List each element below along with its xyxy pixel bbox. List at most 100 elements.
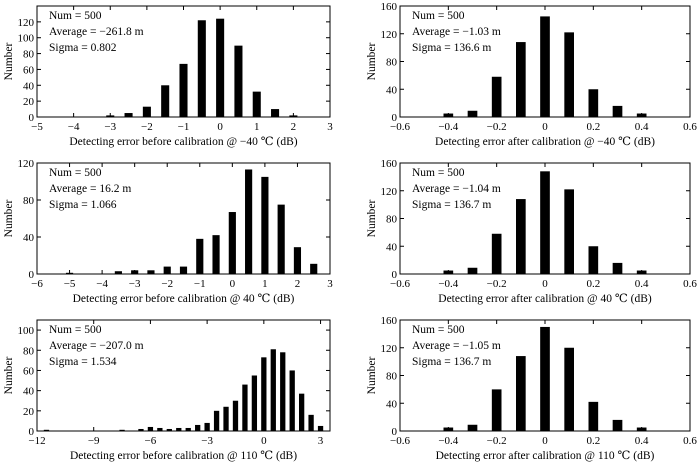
- y-tick-label: 80: [386, 371, 398, 383]
- histogram-bar: [176, 427, 182, 431]
- x-tick-label: 0.4: [635, 278, 649, 290]
- y-tick-label: 80: [23, 49, 35, 61]
- histogram-bar: [564, 32, 574, 117]
- stats-annotation-line: Average = −1.05 m: [412, 340, 501, 352]
- y-tick-label: 0: [29, 269, 35, 281]
- histogram-bar: [516, 199, 526, 274]
- x-tick-label: −6: [31, 278, 43, 290]
- x-tick-label: 0.2: [586, 278, 600, 290]
- stats-annotation-line: Num = 500: [49, 167, 102, 179]
- histogram-bar: [166, 428, 172, 431]
- y-tick-label: 120: [18, 17, 35, 29]
- x-tick-label: −0.6: [390, 278, 410, 290]
- stats-annotation-line: Average = −1.03 m: [412, 26, 501, 38]
- histogram-bar: [245, 169, 253, 274]
- y-tick-label: 80: [386, 214, 398, 226]
- x-axis-title: Detecting error after calibration @ −40 …: [435, 136, 655, 148]
- histogram-bar: [491, 233, 502, 274]
- y-tick-label: 0: [392, 112, 398, 124]
- histogram-bar: [491, 389, 502, 432]
- x-tick-label: 3: [318, 435, 324, 447]
- x-tick-label: 0: [230, 278, 236, 290]
- histogram-bar: [310, 263, 318, 274]
- y-tick-label: 0: [392, 269, 398, 281]
- histogram-bar: [467, 424, 478, 431]
- x-tick-label: 1: [254, 121, 260, 133]
- histogram-panel-before-110: −12 −9 −6 −3 0 3 0 20 40 60 80 100 Detecting error b…: [3, 319, 331, 462]
- histogram-bar: [213, 410, 220, 431]
- stats-annotation-line: Average = 16.2 m: [49, 183, 131, 195]
- x-tick-label: 0: [542, 121, 548, 133]
- x-tick-label: −0.4: [438, 121, 458, 133]
- x-tick-label: 0.2: [586, 435, 600, 447]
- histogram-bar: [612, 105, 623, 117]
- histogram-bar: [147, 270, 155, 274]
- histogram-panel-after-40: −0.6 −0.4 −0.2 0 0.2 0.4 0.6 0 40 80 120 160 Detecti…: [366, 158, 697, 305]
- histogram-bar: [228, 212, 236, 274]
- x-tick-label: 0.4: [635, 121, 649, 133]
- y-tick-label: 60: [23, 365, 35, 377]
- histogram-bar: [564, 347, 574, 431]
- stats-annotation-line: Average = −261.8 m: [49, 26, 144, 38]
- histogram-bar: [516, 356, 526, 431]
- stats-annotation-line: Sigma = 136.7 m: [412, 199, 491, 211]
- y-tick-label: 0: [392, 426, 398, 438]
- histogram-bar: [612, 262, 623, 274]
- y-tick-label: 120: [381, 343, 398, 355]
- stats-annotation-line: Sigma = 136.7 m: [412, 356, 491, 368]
- x-tick-label: 2: [295, 278, 301, 290]
- y-axis-title: Number: [3, 199, 15, 237]
- histogram-bar: [612, 419, 623, 431]
- y-tick-label: 60: [23, 64, 35, 76]
- histogram-bar: [179, 266, 188, 274]
- x-tick-label: −12: [28, 435, 45, 447]
- x-axis-title: Detecting error before calibration @ 40 …: [73, 293, 295, 305]
- histogram-bar: [161, 85, 170, 117]
- stats-annotation-line: Sigma = 1.066: [49, 199, 117, 211]
- x-tick-label: 0.2: [586, 121, 600, 133]
- y-tick-label: 20: [23, 406, 35, 418]
- histogram-bar: [185, 427, 191, 431]
- x-tick-label: −0.4: [438, 435, 458, 447]
- histogram-bar: [196, 238, 204, 274]
- y-tick-label: 160: [381, 1, 398, 13]
- histogram-bar: [270, 349, 276, 431]
- histogram-bar: [119, 429, 125, 431]
- plot-frame: [36, 162, 331, 275]
- y-tick-label: 20: [23, 96, 35, 108]
- histogram-bar: [308, 414, 314, 431]
- y-tick-label: 40: [23, 80, 35, 92]
- x-tick-label: −4: [96, 278, 108, 290]
- histogram-bar: [540, 16, 550, 117]
- x-tick-label: −5: [64, 278, 76, 290]
- x-tick-label: −0.2: [487, 278, 507, 290]
- y-axis-title: Number: [366, 199, 378, 237]
- y-tick-label: 160: [381, 315, 398, 327]
- x-tick-label: −0.6: [390, 435, 410, 447]
- histogram-bar: [299, 393, 305, 431]
- stats-annotation-line: Num = 500: [412, 167, 465, 179]
- y-tick-label: 80: [23, 195, 35, 207]
- x-axis-title: Detecting error after calibration @ 40 ℃…: [438, 293, 652, 305]
- y-axis-title: Number: [3, 356, 15, 394]
- x-tick-label: 0.6: [683, 435, 697, 447]
- histogram-bar: [216, 18, 225, 117]
- x-tick-label: −3: [129, 278, 141, 290]
- x-tick-label: 0: [261, 435, 267, 447]
- y-tick-label: 160: [381, 158, 398, 170]
- stats-annotation-line: Sigma = 0.802: [49, 42, 117, 54]
- histogram-bar: [232, 400, 239, 431]
- stats-annotation-line: Num = 500: [49, 10, 102, 22]
- x-tick-label: 3: [327, 278, 333, 290]
- x-tick-label: −2: [141, 121, 153, 133]
- histogram-bar: [564, 189, 574, 274]
- histogram-bar: [212, 235, 220, 274]
- stats-annotation-line: Num = 500: [412, 10, 465, 22]
- histogram-panel-after-110: −0.6 −0.4 −0.2 0 0.2 0.4 0.6 0 40 80 120 160 Detecti…: [366, 315, 697, 462]
- stats-annotation-line: Average = −207.0 m: [49, 340, 144, 352]
- x-tick-label: −9: [88, 435, 100, 447]
- histogram-bar: [234, 45, 243, 117]
- histogram-bar: [179, 63, 188, 117]
- x-tick-label: 0: [217, 121, 223, 133]
